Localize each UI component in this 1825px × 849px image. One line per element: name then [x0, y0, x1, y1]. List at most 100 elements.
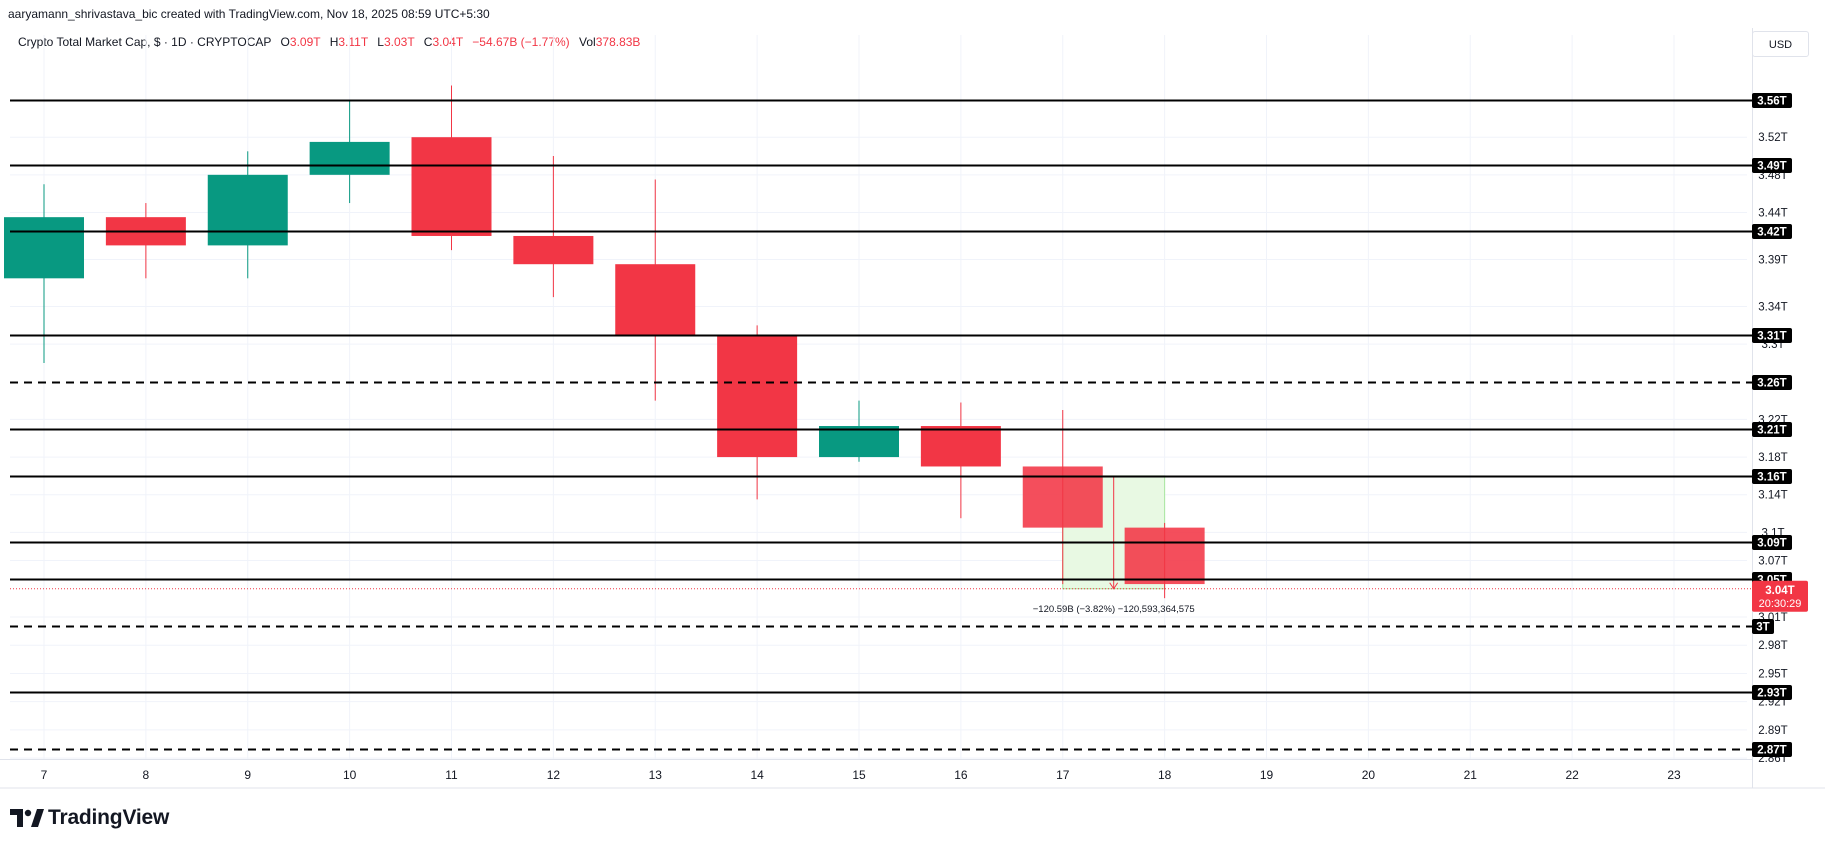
y-tick-label: 2.89T — [1758, 725, 1787, 737]
x-tick-label: 10 — [343, 768, 357, 782]
x-tick-label: 12 — [547, 768, 561, 782]
level-badge-label: 3.26T — [1757, 378, 1786, 390]
tradingview-logo-text: TradingView — [48, 806, 170, 829]
level-badge-label: 3.21T — [1757, 425, 1786, 437]
candle-body — [4, 217, 84, 279]
x-tick-label: 9 — [244, 768, 251, 782]
level-lines — [10, 99, 1752, 751]
y-tick-label: 3.14T — [1758, 490, 1787, 502]
x-tick-label: 11 — [445, 768, 458, 782]
candle — [920, 402, 1001, 519]
level-badge — [1752, 469, 1792, 484]
x-tick-label: 8 — [143, 768, 150, 782]
level-badge-label: 2.87T — [1757, 745, 1786, 757]
candle — [717, 325, 798, 500]
x-tick-label: 14 — [750, 768, 764, 782]
y-tick-label: 3.39T — [1758, 255, 1787, 267]
level-badge — [1752, 422, 1792, 437]
chart-grid — [0, 28, 1825, 789]
symbol-legend: Crypto Total Market Cap, $ · 1D · CRYPTO… — [18, 35, 640, 49]
level-badge-label: 3.31T — [1757, 331, 1786, 343]
current-price-badge — [1752, 580, 1808, 612]
candle-body — [309, 141, 390, 175]
candle-body — [615, 264, 696, 335]
tradingview-logo[interactable]: TradingView — [10, 806, 169, 830]
low-value: 3.03T — [383, 35, 415, 49]
y-tick-label: 3.18T — [1758, 452, 1787, 464]
measure-label: −120.59B (−3.82%) −120,593,364,575 — [1033, 604, 1195, 615]
low-label: L — [377, 35, 384, 49]
level-badge-label: 3.16T — [1757, 472, 1786, 484]
level-badge — [1752, 375, 1792, 390]
level-badge-label: 3.49T — [1757, 161, 1786, 173]
candle — [411, 85, 492, 251]
open-value: 3.09T — [289, 35, 321, 49]
close-label: C — [423, 35, 433, 49]
x-tick-label: 20 — [1362, 768, 1376, 782]
candle-body — [717, 334, 798, 458]
level-badge — [1752, 742, 1792, 757]
y-tick-label: 3.34T — [1758, 302, 1787, 314]
x-tick-label: 19 — [1260, 768, 1274, 782]
high-value: 3.11T — [338, 35, 368, 49]
x-tick-label: 16 — [954, 768, 968, 782]
x-tick-label: 13 — [649, 768, 663, 782]
change-value: −54.67B (−1.77%) — [472, 35, 570, 49]
candle — [513, 156, 594, 298]
candle-body — [920, 426, 1001, 467]
y-tick-label: 3.44T — [1758, 207, 1787, 219]
y-tick-label: 3.07T — [1758, 556, 1787, 568]
countdown-label: 20:30:29 — [1759, 598, 1802, 610]
candle — [4, 184, 84, 363]
symbol-title[interactable]: Crypto Total Market Cap, $ · 1D · CRYPTO… — [18, 35, 272, 49]
y-tick-label: 2.95T — [1758, 668, 1787, 680]
level-badge-label: 3.56T — [1757, 96, 1786, 108]
measure-arrow-head — [1109, 582, 1119, 590]
x-tick-label: 23 — [1667, 768, 1681, 782]
currency-button[interactable]: USD — [1752, 31, 1809, 57]
y-tick-label: 3.52T — [1758, 132, 1787, 144]
candle — [207, 151, 288, 279]
x-tick-label: 17 — [1056, 768, 1070, 782]
level-badge — [1752, 93, 1792, 108]
candle — [309, 99, 390, 204]
volume-label: Vol — [579, 35, 596, 49]
candle — [615, 179, 696, 401]
y-tick-label: 2.98T — [1758, 640, 1787, 652]
x-tick-label: 21 — [1464, 768, 1478, 782]
time-axis: 7 8 9 10 11 12 13 14 15 16 17 18 19 20 21 22 23 — [41, 768, 1681, 782]
price-axis: 3.52T3.48T3.44T3.39T3.34T3.3T3.22T3.18T3… — [1758, 132, 1787, 765]
x-tick-label: 7 — [41, 768, 48, 782]
chart-credit: aaryamann_shrivastava_bic created with T… — [8, 7, 490, 21]
level-badge-label: 2.93T — [1757, 688, 1786, 700]
candle — [819, 400, 899, 462]
level-badge — [1752, 158, 1792, 173]
level-badge-label: 3T — [1756, 622, 1769, 634]
candle — [105, 203, 186, 279]
level-badge — [1752, 685, 1792, 700]
level-badge — [1752, 535, 1792, 550]
x-tick-label: 18 — [1158, 768, 1172, 782]
level-badge — [1752, 328, 1792, 343]
candles — [4, 85, 1205, 599]
tradingview-logo-icon — [10, 809, 44, 827]
level-badges: 3.56T 3.49T 3.42T 3.31T 3.26T 3.21T 3.16T 3.09T… — [1752, 93, 1808, 757]
open-label: O — [280, 35, 290, 49]
close-value: 3.04T — [432, 35, 463, 49]
candle-body — [1124, 527, 1205, 585]
high-label: H — [329, 35, 339, 49]
x-tick-label: 22 — [1565, 768, 1579, 782]
candle-body — [207, 174, 288, 246]
volume-value: 378.83B — [595, 35, 641, 49]
candle — [1124, 522, 1205, 599]
x-tick-label: 15 — [852, 768, 866, 782]
candle-body — [819, 426, 899, 458]
candle-body — [411, 137, 492, 236]
level-badge — [1752, 619, 1774, 634]
current-price-label: 3.04T — [1765, 585, 1794, 597]
level-badge-label: 3.42T — [1757, 227, 1786, 239]
level-badge-label: 3.09T — [1757, 538, 1786, 550]
level-badge — [1752, 224, 1792, 239]
candle-body — [513, 235, 594, 265]
